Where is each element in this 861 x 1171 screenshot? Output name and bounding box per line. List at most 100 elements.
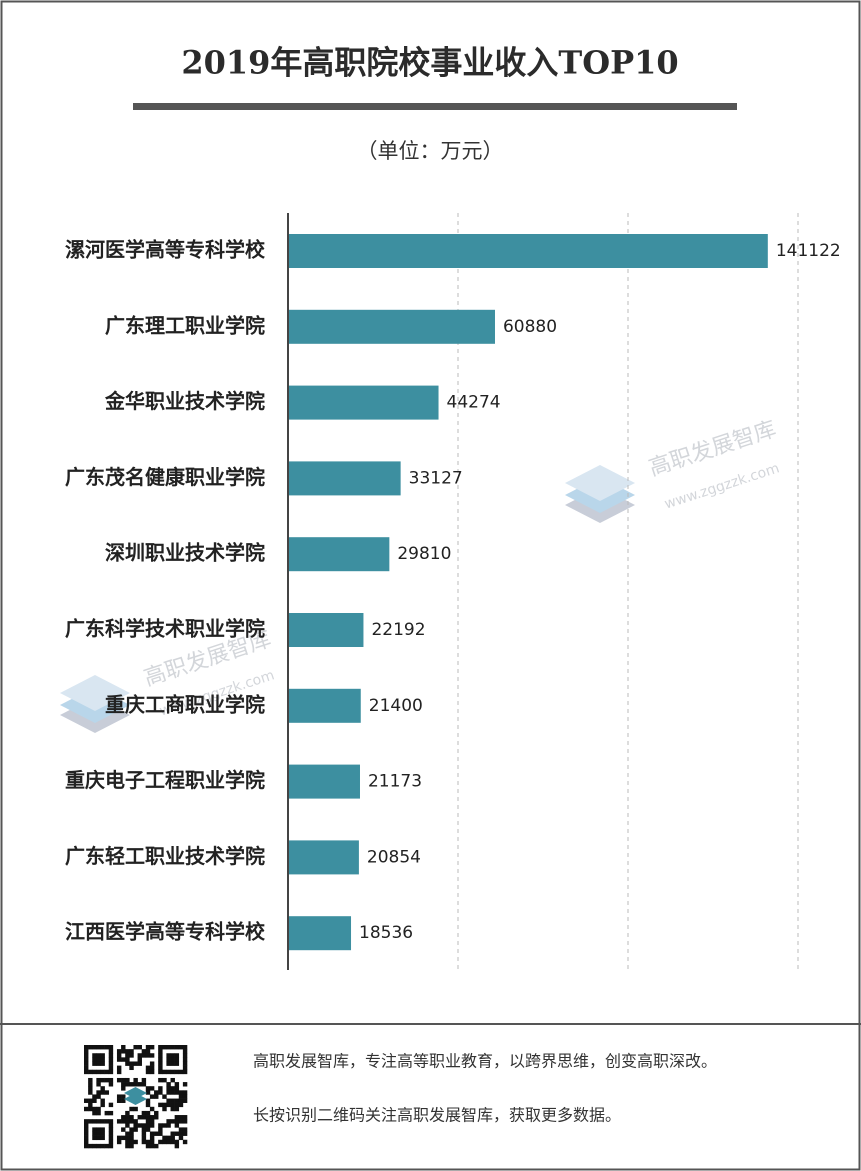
qr-module — [133, 1077, 138, 1083]
qr-module — [129, 1082, 134, 1087]
qr-module — [162, 1102, 167, 1108]
qr-module — [92, 1131, 97, 1136]
qr-module — [162, 1106, 167, 1112]
qr-module — [84, 1065, 89, 1071]
qr-module — [154, 1110, 159, 1116]
qr-module — [88, 1143, 93, 1149]
qr-module — [121, 1045, 126, 1050]
qr-module — [100, 1061, 105, 1066]
qr-module — [92, 1094, 97, 1099]
qr-module — [174, 1143, 180, 1149]
qr-module — [170, 1131, 175, 1136]
qr-module — [174, 1119, 180, 1124]
qr-module — [129, 1053, 134, 1058]
qr-module — [92, 1057, 97, 1062]
qr-module — [178, 1090, 184, 1095]
qr-module — [141, 1127, 147, 1132]
qr-module — [129, 1139, 134, 1145]
qr-module — [129, 1127, 134, 1132]
watermark-icon — [565, 465, 635, 523]
qr-module — [137, 1061, 142, 1066]
qr-module — [96, 1143, 101, 1149]
qr-module — [121, 1119, 126, 1124]
qr-module — [158, 1057, 163, 1062]
qr-module — [170, 1053, 175, 1058]
qr-module — [141, 1077, 147, 1083]
bar — [288, 385, 439, 420]
qr-module — [145, 1065, 151, 1071]
y-tick-label: 广东科学技术职业学院 — [65, 617, 265, 641]
qr-module — [121, 1098, 126, 1103]
qr-module — [141, 1131, 147, 1136]
qr-module — [133, 1045, 138, 1050]
y-tick-label: 江西医学高等专科学校 — [65, 920, 266, 944]
qr-module — [166, 1082, 171, 1087]
qr-module — [104, 1119, 110, 1124]
qr-module — [84, 1131, 89, 1136]
qr-module — [182, 1119, 188, 1124]
qr-module — [96, 1135, 101, 1141]
qr-module — [84, 1127, 89, 1132]
qr-module — [145, 1090, 151, 1095]
qr-module — [108, 1077, 114, 1083]
qr-module — [149, 1115, 155, 1120]
qr-module — [125, 1143, 130, 1149]
qr-module — [182, 1082, 188, 1087]
qr-module — [133, 1123, 138, 1128]
y-tick-label: 广东轻工职业技术学院 — [65, 844, 265, 868]
qr-module — [129, 1106, 134, 1112]
qr-module — [158, 1123, 163, 1128]
qr-module — [145, 1110, 151, 1116]
qr-module — [133, 1119, 138, 1124]
qr-module — [108, 1119, 114, 1124]
qr-module — [149, 1061, 155, 1066]
qr-module — [145, 1069, 151, 1075]
qr-module — [178, 1115, 184, 1120]
qr-module — [133, 1106, 138, 1112]
chart-title: 2019年高职院校事业收入TOP10 — [181, 44, 678, 82]
qr-module — [158, 1077, 163, 1083]
qr-module — [141, 1139, 147, 1145]
qr-module — [92, 1127, 97, 1132]
qr-module — [104, 1143, 110, 1149]
qr-module — [116, 1065, 122, 1071]
qr-module — [170, 1057, 175, 1062]
qr-module — [108, 1057, 114, 1062]
qr-module — [129, 1115, 134, 1120]
qr-module — [141, 1082, 147, 1087]
qr-module — [158, 1045, 163, 1050]
qr-module — [133, 1061, 138, 1066]
qr-module — [182, 1053, 188, 1058]
qr-module — [137, 1123, 142, 1128]
qr-module — [100, 1127, 105, 1132]
qr-module — [149, 1086, 155, 1091]
y-tick-label: 金华职业技术学院 — [104, 389, 265, 413]
qr-module — [137, 1057, 142, 1062]
qr-module — [88, 1045, 93, 1050]
qr-module — [116, 1139, 122, 1145]
qr-module — [145, 1127, 151, 1132]
value-label: 20854 — [367, 847, 421, 867]
qr-module — [121, 1057, 126, 1062]
qr-module — [125, 1061, 130, 1066]
qr-module — [149, 1094, 155, 1099]
qr-module — [129, 1049, 134, 1054]
qr-module — [182, 1131, 188, 1136]
qr-module — [88, 1119, 93, 1124]
qr-module — [108, 1061, 114, 1066]
qr-module — [170, 1102, 175, 1108]
qr-module — [174, 1139, 180, 1145]
qr-module — [166, 1098, 171, 1103]
qr-module — [125, 1053, 130, 1058]
qr-module — [125, 1131, 130, 1136]
y-tick-label: 广东理工职业学院 — [105, 313, 265, 337]
qr-module — [162, 1094, 167, 1099]
qr-module — [149, 1106, 155, 1112]
qr-module — [145, 1102, 151, 1108]
qr-module — [137, 1045, 142, 1050]
qr-module — [174, 1057, 180, 1062]
qr-module — [166, 1139, 171, 1145]
qr-module — [137, 1053, 142, 1058]
qr-module — [92, 1135, 97, 1141]
